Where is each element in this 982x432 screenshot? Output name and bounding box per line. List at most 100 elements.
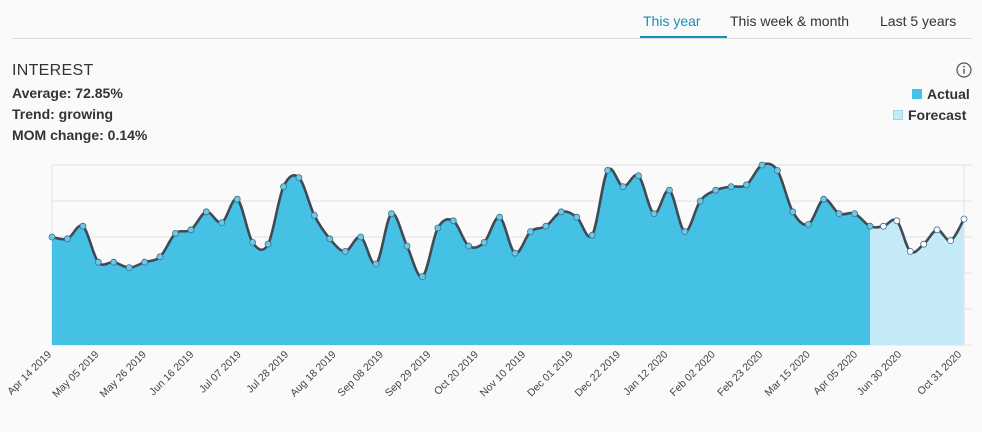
x-tick-label: May 05 2019 — [50, 349, 102, 401]
forecast-point[interactable] — [880, 222, 887, 230]
data-points — [48, 161, 968, 281]
x-tick-label: Mar 15 2020 — [763, 349, 813, 399]
actual-point[interactable] — [635, 172, 642, 180]
x-tick-label: Apr 14 2019 — [5, 349, 54, 398]
actual-point[interactable] — [557, 208, 565, 216]
actual-point[interactable] — [94, 258, 102, 266]
tab-this-year[interactable]: This year — [643, 13, 701, 29]
actual-point[interactable] — [542, 222, 550, 230]
actual-point[interactable] — [202, 208, 210, 216]
x-tick-label: Apr 05 2020 — [811, 349, 860, 398]
actual-point[interactable] — [743, 181, 750, 189]
forecast-point[interactable] — [920, 240, 928, 248]
forecast-point[interactable] — [906, 247, 914, 255]
actual-point[interactable] — [141, 258, 149, 266]
actual-point[interactable] — [727, 183, 735, 191]
x-tick-label: Oct 20 2019 — [432, 349, 481, 398]
x-tick-label: Jun 16 2019 — [147, 349, 196, 398]
actual-point[interactable] — [310, 211, 318, 219]
actual-point[interactable] — [388, 210, 395, 218]
forecast-point[interactable] — [933, 226, 941, 234]
x-tick-label: Dec 22 2019 — [572, 349, 623, 400]
actual-point[interactable] — [449, 217, 457, 225]
x-tick-label: Jul 28 2019 — [244, 349, 291, 396]
mom-change-stat: MOM change: 0.14% — [12, 127, 148, 143]
panel-title: INTEREST — [12, 62, 94, 79]
tab-last-5-years[interactable]: Last 5 years — [880, 13, 957, 29]
actual-point[interactable] — [465, 242, 473, 250]
actual-point[interactable] — [125, 264, 133, 272]
actual-point[interactable] — [681, 228, 689, 236]
forecast-point[interactable] — [947, 237, 954, 245]
legend-forecast-label: Forecast — [908, 107, 967, 123]
actual-point[interactable] — [835, 210, 843, 218]
actual-point[interactable] — [233, 195, 241, 203]
actual-point[interactable] — [403, 242, 411, 250]
x-tick-label: Nov 10 2019 — [478, 349, 529, 400]
actual-point[interactable] — [480, 238, 488, 246]
active-tab-indicator — [640, 36, 727, 38]
actual-point[interactable] — [156, 253, 164, 261]
actual-point[interactable] — [866, 222, 874, 230]
legend-actual-label: Actual — [927, 86, 970, 102]
tab-this-week-month[interactable]: This week & month — [730, 13, 850, 29]
forecast-point[interactable] — [893, 217, 901, 225]
actual-point[interactable] — [295, 174, 303, 182]
legend-forecast-swatch — [893, 110, 903, 120]
x-tick-label: Jul 07 2019 — [197, 349, 244, 396]
actual-point[interactable] — [619, 183, 627, 191]
actual-point[interactable] — [187, 226, 195, 234]
legend-actual: Actual — [912, 86, 970, 102]
actual-point[interactable] — [418, 273, 426, 281]
actual-point[interactable] — [326, 235, 334, 243]
actual-point[interactable] — [820, 195, 828, 203]
x-tick-label: Jun 30 2020 — [855, 349, 904, 398]
actual-point[interactable] — [280, 183, 287, 191]
actual-point[interactable] — [64, 235, 71, 243]
x-tick-label: May 26 2019 — [98, 349, 150, 401]
trend-stat: Trend: growing — [12, 106, 114, 122]
actual-point[interactable] — [851, 210, 858, 218]
forecast-point[interactable] — [960, 215, 968, 223]
actual-point[interactable] — [789, 208, 797, 216]
forecast-area — [870, 219, 964, 345]
actual-point[interactable] — [341, 247, 349, 255]
x-tick-label: Jan 12 2020 — [621, 349, 670, 398]
actual-point[interactable] — [496, 213, 504, 221]
x-tick-label: Sep 29 2019 — [383, 349, 434, 400]
actual-point[interactable] — [527, 228, 534, 236]
x-tick-label: Dec 01 2019 — [525, 349, 576, 400]
actual-point[interactable] — [110, 258, 118, 266]
x-tick-label: Oct 31 2020 — [915, 349, 964, 398]
actual-point[interactable] — [774, 166, 781, 174]
legend-actual-swatch — [912, 89, 922, 99]
average-stat: Average: 72.85% — [12, 85, 123, 101]
actual-point[interactable] — [604, 166, 611, 174]
actual-point[interactable] — [79, 222, 87, 230]
actual-point[interactable] — [666, 186, 673, 194]
actual-point[interactable] — [804, 220, 812, 228]
x-tick-label: Aug 18 2019 — [288, 349, 339, 400]
actual-point[interactable] — [712, 186, 720, 194]
actual-point[interactable] — [650, 210, 658, 218]
actual-point[interactable] — [696, 197, 704, 205]
legend-forecast: Forecast — [893, 107, 966, 123]
actual-point[interactable] — [758, 161, 766, 169]
actual-point[interactable] — [172, 229, 179, 237]
actual-point[interactable] — [249, 238, 257, 246]
actual-point[interactable] — [48, 233, 56, 241]
x-tick-label: Feb 23 2020 — [715, 349, 765, 399]
actual-point[interactable] — [588, 231, 596, 239]
actual-point[interactable] — [264, 240, 272, 248]
x-tick-label: Feb 02 2020 — [668, 349, 718, 399]
info-icon[interactable] — [956, 62, 972, 78]
actual-point[interactable] — [573, 213, 581, 221]
actual-point[interactable] — [434, 224, 442, 232]
actual-point[interactable] — [218, 219, 226, 227]
time-range-tabs: This year This week & month Last 5 years — [12, 0, 972, 39]
actual-point[interactable] — [357, 233, 365, 241]
actual-point[interactable] — [511, 249, 519, 257]
actual-point[interactable] — [372, 260, 380, 268]
